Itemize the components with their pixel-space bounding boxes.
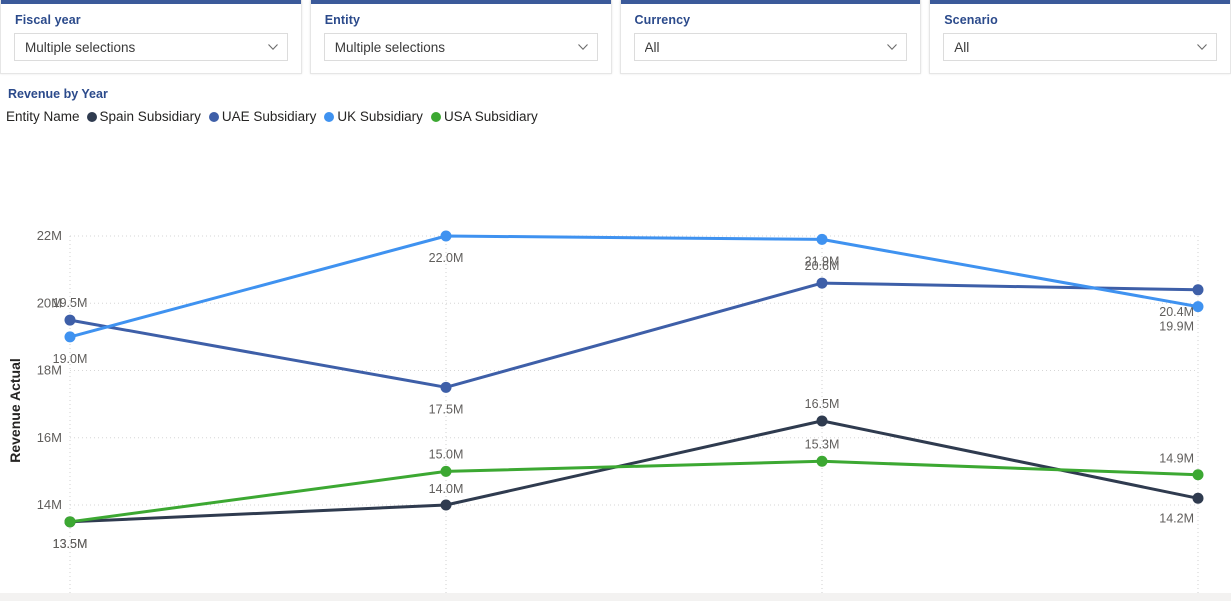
data-point-label: 13.5M bbox=[53, 537, 88, 551]
data-point-label: 22.0M bbox=[429, 251, 464, 265]
line-chart-svg: 14M16M18M20M22M2022202320242025Revenue A… bbox=[7, 228, 1204, 601]
y-axis-tick-label: 22M bbox=[37, 228, 62, 243]
legend-color-dot-icon bbox=[86, 111, 97, 122]
slicer-card-entity: Entity Multiple selections bbox=[309, 0, 612, 74]
legend-color-dot-icon bbox=[324, 111, 335, 122]
data-point-marker[interactable] bbox=[1192, 284, 1204, 296]
slicer-bar: Fiscal year Multiple selections Entity M… bbox=[0, 0, 1231, 80]
data-point-marker[interactable] bbox=[1192, 301, 1204, 313]
data-point-label: 15.3M bbox=[805, 437, 840, 451]
data-point-marker[interactable] bbox=[440, 499, 452, 511]
chevron-down-icon bbox=[267, 41, 278, 52]
data-point-marker[interactable] bbox=[64, 331, 76, 343]
y-axis-title: Revenue Actual bbox=[7, 358, 23, 463]
slicer-label-fiscal-year: Fiscal year bbox=[15, 13, 81, 27]
y-axis-tick-label: 16M bbox=[37, 430, 62, 445]
data-point-marker[interactable] bbox=[816, 233, 828, 245]
y-axis-tick-label: 14M bbox=[37, 497, 62, 512]
legend-item-usa-subsidiary[interactable]: USA Subsidiary bbox=[430, 109, 538, 124]
data-point-label: 14.0M bbox=[429, 482, 464, 496]
slicer-card-currency: Currency All bbox=[619, 0, 922, 74]
data-point-label: 16.5M bbox=[805, 397, 840, 411]
slicer-label-entity: Entity bbox=[324, 13, 361, 27]
slicer-dropdown-currency[interactable]: All bbox=[633, 33, 908, 61]
data-point-label: 14.2M bbox=[1159, 511, 1194, 525]
legend-color-dot-icon bbox=[430, 111, 441, 122]
chart-legend: Entity Name Spain Subsidiary UAE Subsidi… bbox=[6, 109, 1231, 124]
chevron-down-icon bbox=[886, 41, 898, 52]
slicer-dropdown-fiscal-year[interactable]: Multiple selections bbox=[14, 33, 288, 61]
data-point-marker[interactable] bbox=[64, 516, 76, 528]
slicer-card-scenario: Scenario All bbox=[929, 0, 1231, 74]
slicer-value-fiscal-year: Multiple selections bbox=[25, 39, 136, 55]
chevron-down-icon bbox=[1196, 41, 1207, 52]
legend-label: UAE Subsidiary bbox=[221, 109, 317, 124]
series-line[interactable] bbox=[68, 281, 1200, 389]
data-point-marker[interactable] bbox=[64, 314, 76, 326]
data-point-label: 20.4M bbox=[1159, 305, 1194, 319]
chart-plot-area: 14M16M18M20M22M2022202320242025Revenue A… bbox=[0, 222, 1231, 601]
data-point-label: 14.9M bbox=[1159, 452, 1194, 466]
data-point-marker[interactable] bbox=[816, 455, 828, 467]
data-point-label: 17.5M bbox=[429, 402, 464, 416]
slicer-dropdown-entity[interactable]: Multiple selections bbox=[323, 33, 598, 61]
legend-label: Spain Subsidiary bbox=[99, 109, 201, 124]
chart-title: Revenue by Year bbox=[8, 87, 108, 101]
chevron-down-icon bbox=[577, 41, 588, 52]
revenue-by-year-chart: Revenue by Year Entity Name Spain Subsid… bbox=[0, 86, 1231, 601]
slicer-value-scenario: All bbox=[954, 39, 970, 55]
slicer-value-currency: All bbox=[644, 39, 660, 55]
slicer-label-currency: Currency bbox=[634, 13, 691, 27]
series-line[interactable] bbox=[68, 234, 1200, 339]
data-point-marker[interactable] bbox=[440, 465, 452, 477]
y-axis-tick-label: 18M bbox=[37, 363, 62, 378]
data-point-label: 20.6M bbox=[805, 259, 840, 273]
page-bottom-strip bbox=[0, 593, 1231, 601]
slicer-card-fiscal-year: Fiscal year Multiple selections bbox=[0, 0, 302, 74]
data-point-label: 19.9M bbox=[1159, 320, 1194, 334]
data-point-label: 19.5M bbox=[53, 296, 88, 310]
data-point-label: 13.5M bbox=[53, 537, 88, 551]
data-point-marker[interactable] bbox=[816, 277, 828, 289]
series-line[interactable] bbox=[68, 459, 1200, 524]
data-point-label: 15.0M bbox=[429, 447, 464, 461]
data-point-label: 21.9M bbox=[805, 254, 840, 268]
data-point-marker[interactable] bbox=[1192, 492, 1204, 504]
slicer-value-entity: Multiple selections bbox=[334, 39, 446, 55]
legend-item-uk-subsidiary[interactable]: UK Subsidiary bbox=[324, 109, 423, 124]
legend-label: USA Subsidiary bbox=[443, 109, 538, 124]
legend-item-uae-subsidiary[interactable]: UAE Subsidiary bbox=[208, 109, 317, 124]
series-line[interactable] bbox=[68, 419, 1200, 524]
data-point-marker[interactable] bbox=[816, 415, 828, 427]
data-point-label: 19.0M bbox=[53, 352, 88, 366]
legend-color-dot-icon bbox=[208, 111, 219, 122]
legend-title: Entity Name bbox=[6, 109, 80, 124]
slicer-label-scenario: Scenario bbox=[944, 13, 998, 27]
data-point-marker[interactable] bbox=[440, 230, 452, 242]
data-point-marker[interactable] bbox=[440, 381, 452, 393]
legend-item-spain-subsidiary[interactable]: Spain Subsidiary bbox=[86, 109, 201, 124]
legend-label: UK Subsidiary bbox=[337, 109, 423, 124]
slicer-dropdown-scenario[interactable]: All bbox=[943, 33, 1217, 61]
y-axis-tick-label: 20M bbox=[37, 295, 62, 310]
data-point-marker[interactable] bbox=[1192, 469, 1204, 481]
